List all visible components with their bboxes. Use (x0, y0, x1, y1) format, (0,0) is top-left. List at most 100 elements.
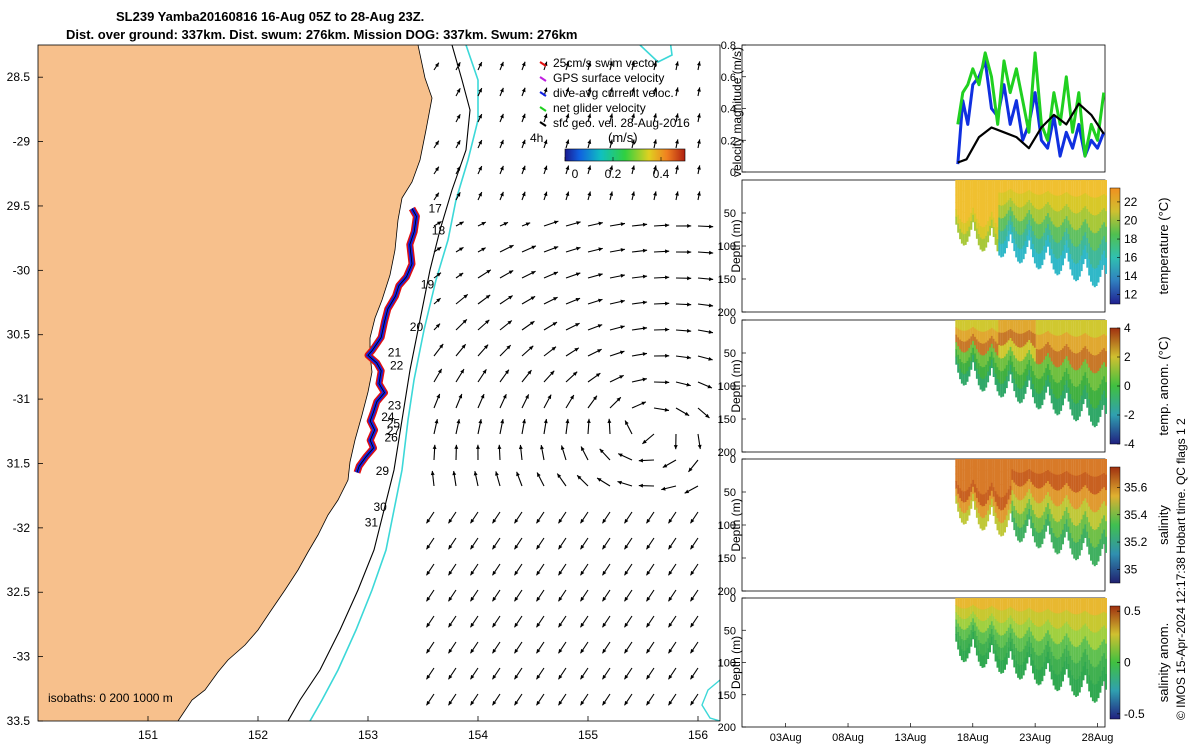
section-cell (1076, 353, 1079, 371)
day-label: 21 (388, 346, 402, 360)
section-cell (1091, 372, 1094, 391)
section-cell (959, 607, 962, 618)
velocity-arrowhead (558, 544, 563, 550)
section-cell (1018, 598, 1021, 612)
section-cell (959, 488, 962, 499)
section-cell (1080, 504, 1083, 520)
section-cell (1015, 484, 1018, 498)
section-cell (1005, 353, 1008, 366)
section-cell (955, 342, 958, 350)
velocity-y-tick-label: 0.8 (721, 40, 736, 52)
velocity-arrowhead (668, 674, 673, 680)
depth-tick-label: 200 (718, 447, 736, 459)
section-cell (1045, 204, 1048, 217)
section-cell (1028, 340, 1031, 351)
section-cell (985, 652, 988, 665)
section-cell (1099, 507, 1102, 524)
velocity-arrowhead (631, 113, 636, 118)
section-cell (1004, 192, 1006, 205)
section-cell (959, 459, 962, 470)
section-cell (1007, 230, 1010, 242)
section-cell (1005, 342, 1008, 355)
section-cell (1032, 623, 1034, 636)
section-cell (968, 477, 971, 488)
section-cell (1054, 521, 1057, 538)
section-cell (1009, 338, 1012, 348)
velocity-arrowhead (543, 113, 548, 119)
section-cell (1015, 205, 1018, 219)
section-cell (974, 213, 976, 223)
section-cell (1052, 194, 1055, 211)
section-cell (1000, 205, 1003, 219)
section-cell (1062, 598, 1064, 613)
section-cell (983, 494, 986, 507)
velocity-arrowhead (543, 139, 548, 145)
section-cell (1050, 389, 1053, 404)
section-cell (1050, 459, 1053, 474)
depth-tick-label: 0 (730, 315, 736, 327)
section-cell (1024, 459, 1027, 472)
section-cell (966, 210, 969, 222)
section-cell (1037, 473, 1040, 490)
section-cell (974, 336, 976, 346)
section-cell (1063, 648, 1066, 662)
section-cell (1009, 180, 1012, 190)
section-cell (979, 516, 982, 529)
section-cell (1078, 336, 1081, 353)
section-cell (970, 483, 973, 493)
section-cell (1030, 493, 1033, 506)
section-cell (1082, 375, 1085, 391)
velocity-arrowhead (481, 247, 486, 252)
section-cell (1011, 340, 1014, 352)
section-cell (1032, 383, 1034, 398)
day-label: 25 (387, 416, 401, 430)
section-cell (1013, 355, 1016, 368)
velocity-arrowhead (521, 165, 526, 171)
section-cell (1063, 661, 1066, 675)
section-cell (1088, 211, 1091, 228)
section-cell (1045, 180, 1048, 193)
section-cell (1011, 479, 1014, 491)
section-cell (1054, 505, 1057, 522)
section-cell (966, 220, 969, 232)
section-cell (977, 223, 980, 235)
velocity-arrowhead (625, 420, 629, 425)
section-cell (1045, 344, 1048, 357)
velocity-arrowhead (500, 61, 504, 67)
section-cell (959, 329, 962, 341)
section-cell (1075, 647, 1078, 665)
section-cell (1052, 320, 1055, 336)
section-cell (1009, 346, 1012, 357)
section-cell (989, 189, 991, 199)
section-cell (1000, 180, 1003, 194)
velocity-arrowhead (434, 140, 439, 146)
section-cell (1030, 214, 1033, 227)
colorbar-label: temperature (°C) (1156, 198, 1171, 295)
section-cell (996, 239, 999, 252)
section-cell (1018, 528, 1021, 543)
section-cell (977, 469, 980, 482)
velocity-arrowhead (558, 596, 563, 602)
velocity-arrowhead (558, 648, 563, 654)
section-cell (1101, 239, 1104, 255)
velocity-arrowhead (624, 596, 629, 602)
section-cell (1103, 250, 1106, 266)
section-cell (987, 608, 990, 619)
section-cell (1017, 499, 1020, 514)
section-cell (1093, 251, 1096, 270)
section-cell (1088, 659, 1091, 676)
velocity-arrowhead (624, 700, 629, 706)
section-cell (1095, 632, 1098, 651)
date-tick-label: 13Aug (894, 732, 926, 744)
section-cell (959, 636, 962, 647)
section-cell (992, 320, 995, 330)
section-cell (972, 200, 975, 209)
section-cell (1020, 664, 1023, 679)
section-cell (1067, 234, 1070, 248)
section-cell (974, 188, 976, 198)
section-cell (972, 472, 975, 481)
section-cell (1048, 610, 1051, 623)
section-cell (1052, 598, 1055, 613)
section-cell (1101, 641, 1104, 657)
